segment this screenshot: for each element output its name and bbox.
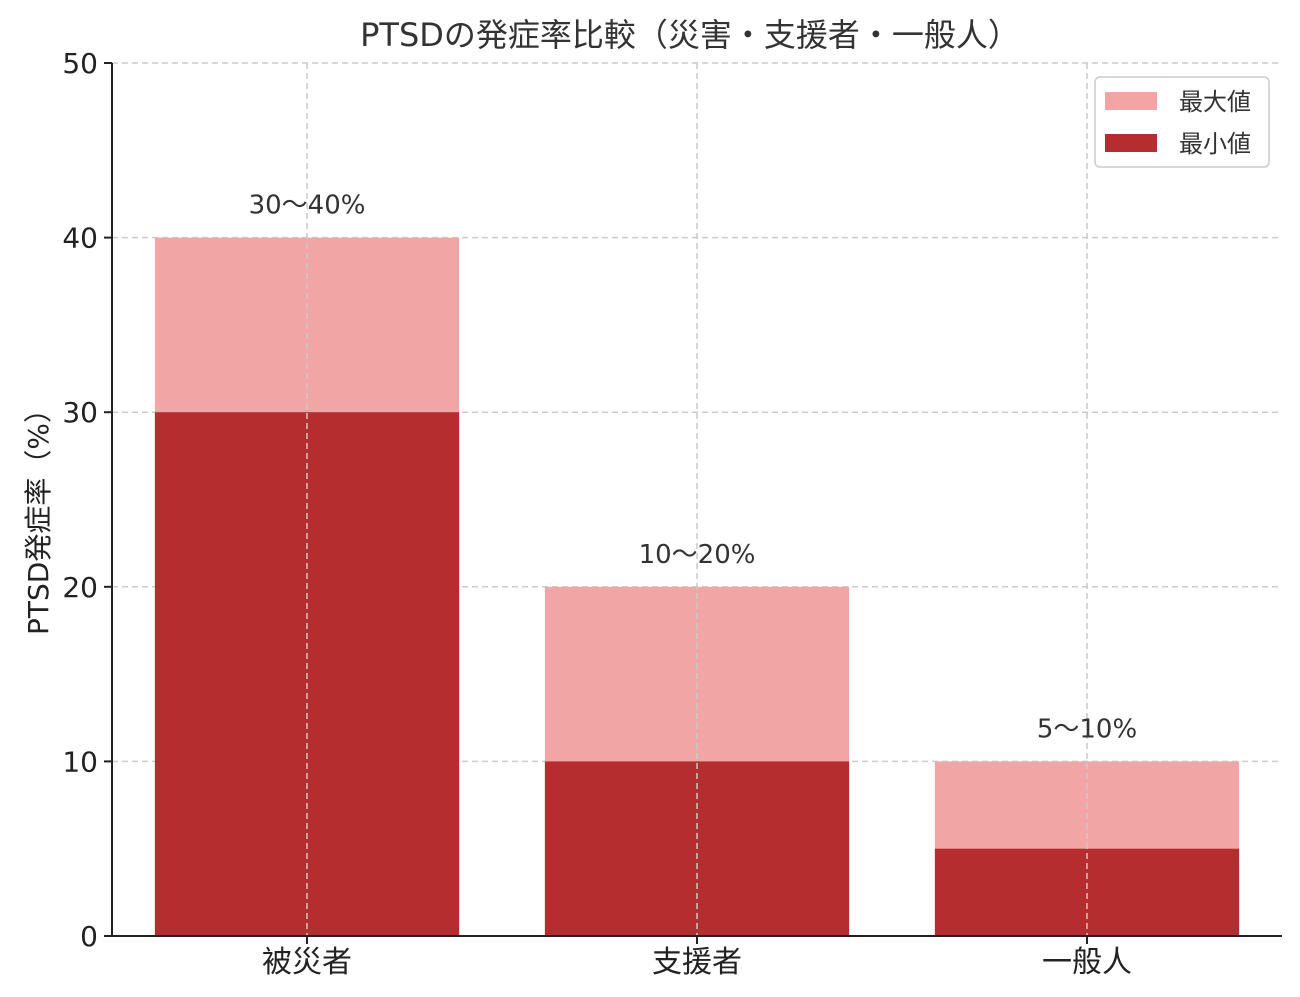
legend-swatch — [1105, 134, 1157, 152]
y-tick-label: 40 — [62, 222, 98, 255]
legend-label: 最小値 — [1179, 130, 1251, 158]
data-labels: 30〜40% 10〜20% 5〜10% — [249, 191, 1138, 745]
y-tick-label: 30 — [62, 396, 98, 429]
x-grid-lines — [306, 63, 1088, 936]
chart-title: PTSDの発症率比較（災害・支援者・一般人） — [360, 16, 1020, 54]
legend-label: 最大値 — [1179, 88, 1251, 116]
y-tick-label: 0 — [80, 920, 98, 953]
y-tick-label: 50 — [62, 47, 98, 80]
data-label: 10〜20% — [639, 540, 756, 570]
data-label: 5〜10% — [1037, 714, 1137, 744]
legend-swatch — [1105, 92, 1157, 110]
x-tick-label: 一般人 — [1042, 945, 1132, 980]
y-tick-labels: 0 10 20 30 40 50 — [62, 47, 98, 953]
y-axis-label: PTSD発症率（%） — [22, 395, 55, 635]
bar-min — [934, 848, 1240, 936]
x-tick-label: 支援者 — [652, 945, 742, 980]
x-tick-labels: 被災者 支援者 一般人 — [262, 945, 1132, 980]
x-tick-label: 被災者 — [262, 945, 352, 980]
axes — [104, 62, 1282, 944]
y-tick-label: 20 — [62, 571, 98, 604]
y-tick-label: 10 — [62, 745, 98, 778]
data-label: 30〜40% — [249, 191, 366, 221]
